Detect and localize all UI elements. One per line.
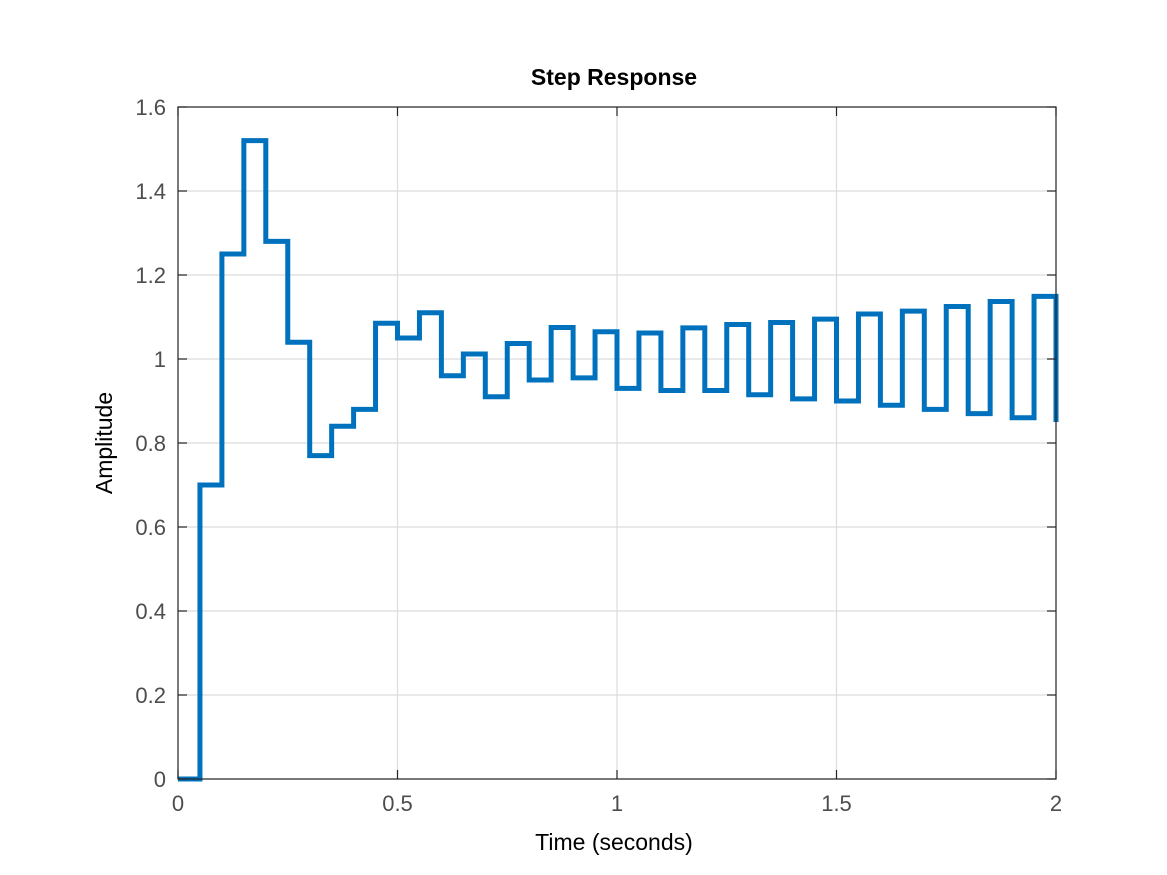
series-line-step	[178, 138, 1059, 782]
x-axis-label: Time (seconds)	[535, 829, 693, 855]
tick-labels: 0 0.5 1 1.5 2 0 0.2 0.4 0.6 0.8 1 1.2 1.4 1.6	[135, 95, 1062, 816]
y-tick-label: 1	[154, 347, 166, 372]
series-layer	[178, 138, 1059, 782]
y-tick-label: 1.6	[135, 95, 166, 120]
y-tick-label: 1.2	[135, 263, 166, 288]
x-tick-label: 1.5	[821, 791, 852, 816]
ticks	[177, 106, 1057, 780]
chart-title: Step Response	[531, 64, 697, 90]
x-tick-label: 0.5	[382, 791, 413, 816]
y-tick-label: 0	[154, 767, 166, 792]
y-tick-label: 0.6	[135, 515, 166, 540]
x-tick-label: 1	[611, 791, 623, 816]
x-tick-label: 2	[1050, 791, 1062, 816]
x-tick-label: 0	[172, 791, 184, 816]
y-tick-label: 0.4	[135, 599, 166, 624]
y-axis-label: Amplitude	[91, 392, 117, 494]
y-tick-label: 0.2	[135, 683, 166, 708]
y-tick-label: 1.4	[135, 179, 166, 204]
y-tick-label: 0.8	[135, 431, 166, 456]
